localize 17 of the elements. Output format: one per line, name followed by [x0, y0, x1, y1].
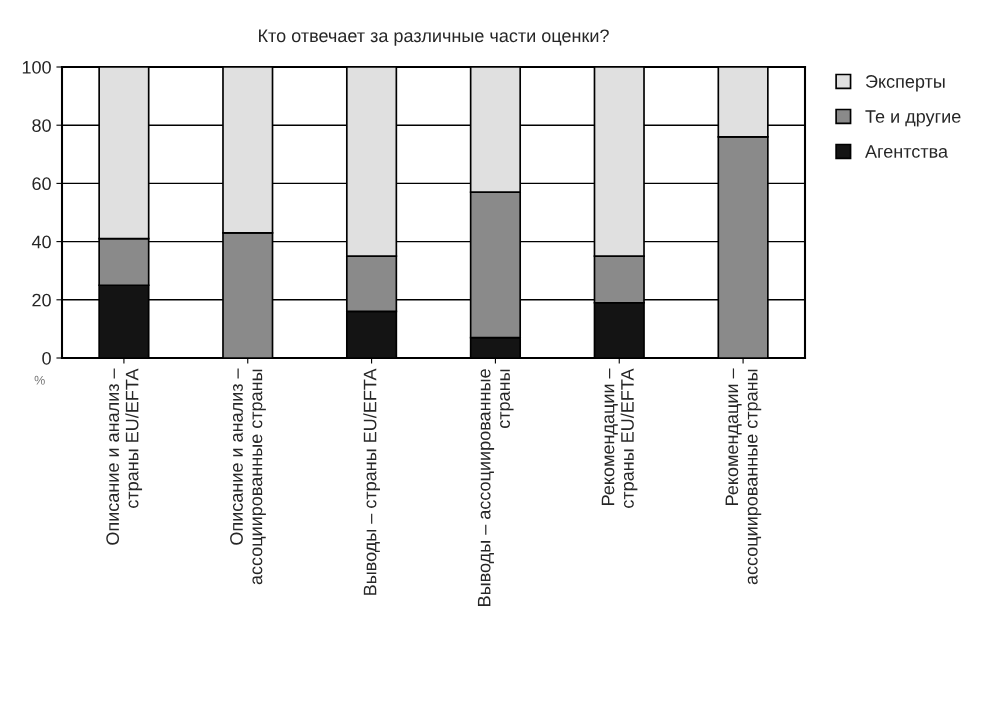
x-tick-label: Рекомендации – страны EU/EFTA [601, 368, 638, 508]
x-tick-label: Рекомендации – ассоциированные страны [725, 368, 762, 585]
chart-title: Кто отвечает за различные части оценки? [259, 29, 609, 46]
y-tick-label: 100 [22, 60, 51, 74]
y-tick-label: 60 [32, 177, 51, 191]
y-tick-label: 40 [31, 235, 51, 249]
y-tick-label: 20 [32, 293, 51, 307]
x-tick-label: Описание и анализ – ассоциированные страны [230, 368, 266, 585]
legend-label: Эксперты [865, 75, 945, 92]
legend-label: Агентства [865, 145, 949, 158]
legend-label: Те и другие [865, 110, 961, 127]
x-tick-label: Выводы – ассоциированные страны [477, 369, 514, 606]
y-tick-label: 80 [32, 119, 51, 132]
y-axis-title: % [34, 375, 45, 385]
y-tick-label: 0 [42, 351, 51, 365]
x-tick-label: Описание и анализ – страны EU/EFTA [106, 368, 143, 545]
x-tick-label: Выводы – страны EU/EFTA [363, 368, 380, 595]
